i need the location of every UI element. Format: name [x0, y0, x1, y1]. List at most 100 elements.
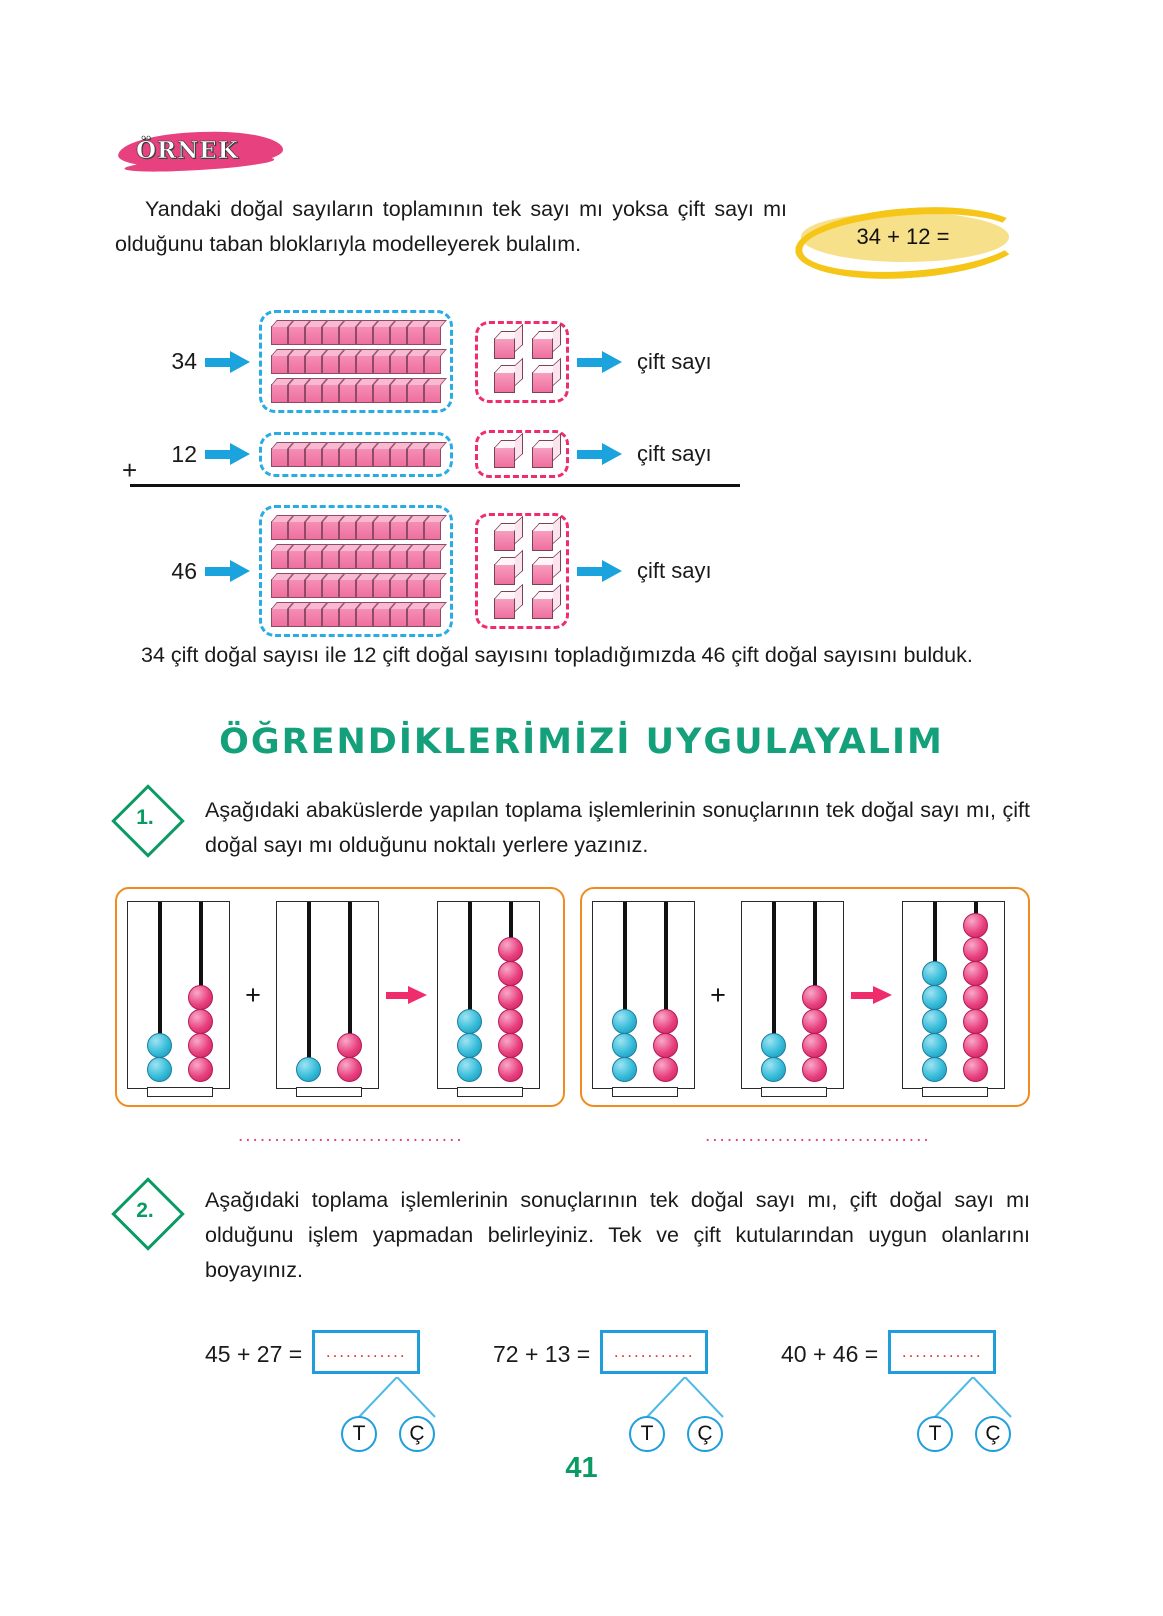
abacus-bead-ones [963, 913, 988, 938]
abacus-bead-ones [963, 1057, 988, 1082]
equation-2-option-cift[interactable]: Ç [687, 1416, 723, 1452]
unit-cube [339, 326, 356, 345]
abacus-bead-tens [922, 1057, 947, 1082]
unit-cube [322, 608, 339, 627]
unit-cube [339, 384, 356, 403]
equation-3-answer-box[interactable]: ............ [888, 1330, 997, 1374]
unit-cube [424, 579, 441, 598]
unit-cube [356, 579, 373, 598]
tens-group-12 [259, 431, 453, 477]
ones-cube [532, 337, 553, 359]
equation-1-answer-box[interactable]: ............ [312, 1330, 421, 1374]
example-badge: ÖRNEK [117, 128, 298, 174]
unit-cube [339, 579, 356, 598]
unit-cube [339, 355, 356, 374]
unit-cube [322, 326, 339, 345]
row-number-34: 34 [171, 348, 197, 374]
equation-3-option-tek[interactable]: T [917, 1416, 953, 1452]
abacus-sum [902, 901, 1005, 1097]
ones-cube [532, 530, 553, 551]
abacus-base [612, 1087, 678, 1097]
bubble-fill [801, 212, 1009, 262]
unit-cube [356, 355, 373, 374]
unit-cube [373, 550, 390, 569]
page-number: 41 [565, 1452, 598, 1484]
abacus-post-tens [307, 902, 311, 1080]
ones-cube [494, 530, 515, 551]
unit-cube [424, 608, 441, 627]
unit-cube [322, 355, 339, 374]
unit-cube [356, 521, 373, 540]
unit-cube [373, 355, 390, 374]
ones-group-34 [475, 320, 569, 403]
unit-cube [373, 384, 390, 403]
unit-cube [407, 608, 424, 627]
unit-cube [322, 550, 339, 569]
abacus-bead-tens [761, 1057, 786, 1082]
abacus-bead-ones [963, 1033, 988, 1058]
answer-line-2[interactable]: ............................... [705, 1125, 931, 1146]
exercise-1-number: 1. [136, 806, 154, 829]
unit-cube [424, 384, 441, 403]
row-number-46: 46 [171, 557, 197, 584]
exercise-2-number: 2. [136, 1199, 154, 1222]
tens-group-34 [259, 310, 453, 413]
arrow-right-icon [577, 349, 623, 375]
unit-cube [373, 521, 390, 540]
abacus-bead-tens [612, 1009, 637, 1034]
abacus-bead-tens [922, 985, 947, 1010]
unit-cube [305, 579, 322, 598]
abacus-bead-ones [963, 961, 988, 986]
abacus-addend-2 [276, 901, 379, 1097]
highlight-bubble: 34 + 12 = [792, 200, 1028, 286]
equation-1-expression: 45 + 27 = [205, 1341, 303, 1367]
tens-rod [271, 320, 441, 345]
abacus-addend-2 [741, 901, 844, 1097]
abacus-bead-tens [922, 961, 947, 986]
row-number-12: 12 [171, 440, 197, 467]
unit-cube [288, 579, 305, 598]
abacus-base [296, 1087, 362, 1097]
equation-1-option-tek[interactable]: T [341, 1416, 377, 1452]
unit-cube [271, 384, 288, 403]
unit-cube [390, 326, 407, 345]
abacus-bead-ones [963, 1009, 988, 1034]
abacus-bead-ones [188, 1009, 213, 1034]
equation-3-option-cift[interactable]: Ç [975, 1416, 1011, 1452]
equation-3: 40 + 46 = ............ [781, 1330, 997, 1378]
ones-cube [494, 371, 515, 393]
equation-2-option-tek[interactable]: T [629, 1416, 665, 1452]
ones-cube [494, 564, 515, 585]
unit-cube [407, 550, 424, 569]
equation-row: 45 + 27 = ............ T Ç 72 + 13 = ...… [175, 1330, 1075, 1460]
unit-cube [339, 521, 356, 540]
abacus-equals-arrow [844, 901, 902, 1089]
equation-2-answer-box[interactable]: ............ [600, 1330, 709, 1374]
equation-3-expression: 40 + 46 = [781, 1341, 879, 1367]
abacus-bead-ones [337, 1033, 362, 1058]
unit-cube [339, 447, 356, 467]
unit-cube [322, 447, 339, 467]
unit-cube [305, 384, 322, 403]
unit-cube [424, 550, 441, 569]
abacus-base [457, 1087, 523, 1097]
unit-cube [407, 447, 424, 467]
row-result-12: çift sayı [637, 441, 712, 466]
unit-cube [339, 550, 356, 569]
unit-cube [407, 326, 424, 345]
abacus-panel-2: + [580, 887, 1030, 1107]
equation-1-branch [343, 1377, 451, 1419]
abacus-bead-ones [188, 1057, 213, 1082]
arrow-right-icon [205, 441, 251, 467]
addition-plus-sign: + [122, 455, 138, 485]
ones-group-12 [475, 430, 569, 478]
abacus-bead-tens [296, 1057, 321, 1082]
abacus-operator-plus: + [245, 979, 261, 1010]
abacus-post-tens [623, 902, 627, 1080]
tens-group-46 [259, 505, 453, 637]
unit-cube [305, 550, 322, 569]
equation-1-option-cift[interactable]: Ç [399, 1416, 435, 1452]
answer-line-1[interactable]: ............................... [238, 1125, 464, 1146]
abacus-bead-ones [188, 985, 213, 1010]
